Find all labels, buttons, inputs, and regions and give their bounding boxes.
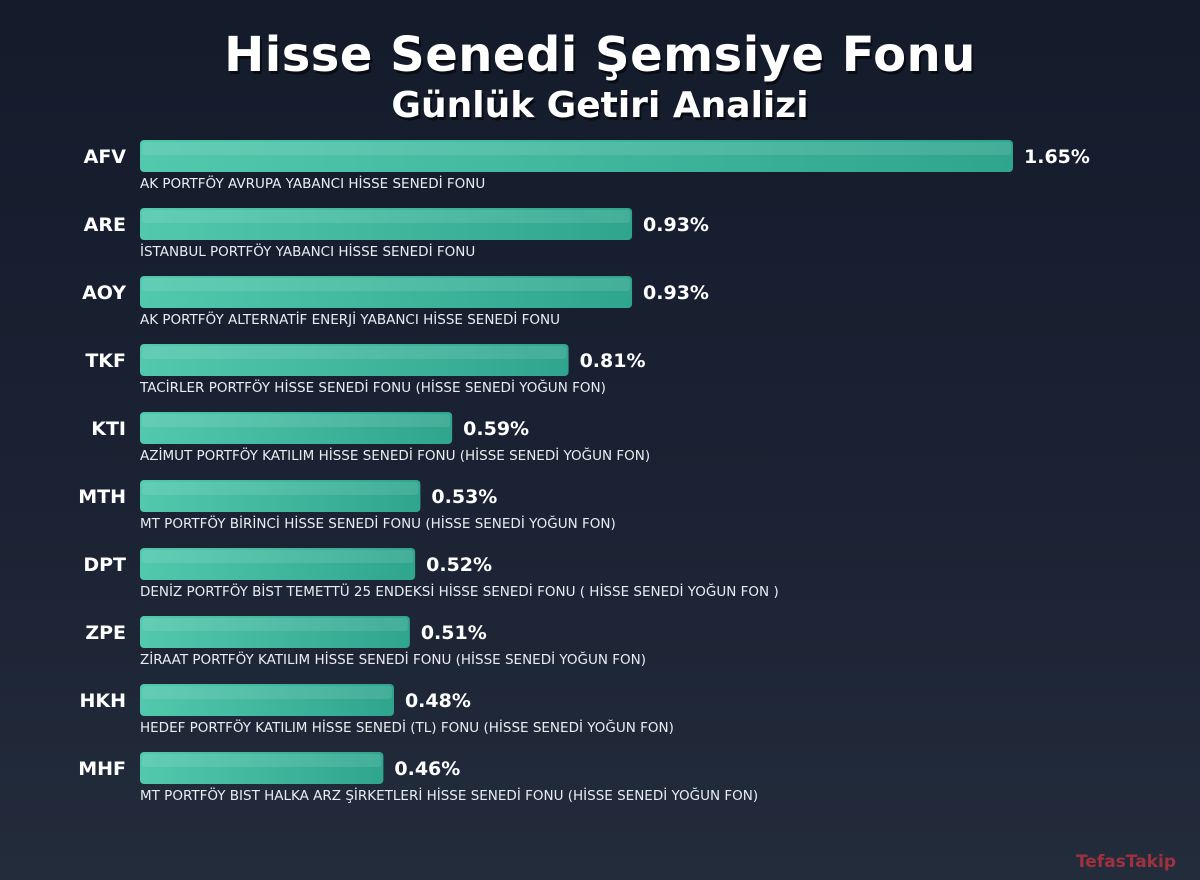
bar <box>140 684 394 716</box>
value-label: 0.46% <box>394 758 460 780</box>
fund-name-label: TACİRLER PORTFÖY HİSSE SENEDİ FONU (HİSS… <box>139 378 606 396</box>
bar-row-hkh: HKH 0.48% HEDEF PORTFÖY KATILIM HİSSE SENE… <box>79 684 674 736</box>
fund-name-label: İSTANBUL PORTFÖY YABANCI HİSSE SENEDİ FO… <box>140 242 475 260</box>
fund-name-label: ZİRAAT PORTFÖY KATILIM HİSSE SENEDİ FONU… <box>140 650 646 668</box>
bar-row-dpt: DPT 0.52% DENİZ PORTFÖY BİST TEMETTÜ 25 EN… <box>83 548 779 600</box>
bars-group: AFV 1.65% AK PORTFÖY AVRUPA YABANCI HİSSE … <box>78 140 1090 804</box>
bar-highlight <box>142 686 392 699</box>
value-label: 0.48% <box>405 690 471 712</box>
bar-row-tkf: TKF 0.81% TACİRLER PORTFÖY HİSSE SENEDİ FO… <box>85 344 645 396</box>
bar <box>140 344 569 376</box>
value-label: 0.51% <box>421 622 487 644</box>
bar-highlight <box>142 414 451 427</box>
bar-row-aoy: AOY 0.93% AK PORTFÖY ALTERNATİF ENERJİ YAB… <box>82 276 709 328</box>
bar-highlight <box>142 210 631 223</box>
category-label: ARE <box>84 214 126 236</box>
value-label: 1.65% <box>1024 146 1090 168</box>
category-label: AFV <box>84 146 127 168</box>
bar-highlight <box>142 550 414 563</box>
bar <box>140 480 421 512</box>
category-label: MTH <box>78 486 126 508</box>
chart-subtitle: Günlük Getiri Analizi <box>391 85 809 126</box>
value-label: 0.53% <box>431 486 497 508</box>
value-label: 0.59% <box>463 418 529 440</box>
bar-highlight <box>142 346 567 359</box>
bar-highlight <box>142 618 408 631</box>
bar-highlight <box>142 754 382 767</box>
category-label: TKF <box>85 350 126 372</box>
chart-title: Hisse Senedi Şemsiye Fonu <box>224 27 976 83</box>
category-label: AOY <box>82 282 126 304</box>
bar-row-kti: KTI 0.59% AZİMUT PORTFÖY KATILIM HİSSE SEN… <box>91 412 650 464</box>
fund-name-label: MT PORTFÖY BİRİNCİ HİSSE SENEDİ FONU (Hİ… <box>140 514 616 532</box>
fund-name-label: DENİZ PORTFÖY BİST TEMETTÜ 25 ENDEKSİ Hİ… <box>140 582 779 600</box>
bar <box>140 616 410 648</box>
bar-row-mhf: MHF 0.46% MT PORTFÖY BIST HALKA ARZ ŞİRKET… <box>78 752 758 804</box>
category-label: DPT <box>83 554 126 576</box>
bar-highlight <box>142 142 1011 155</box>
category-label: KTI <box>91 418 126 440</box>
category-label: HKH <box>79 690 126 712</box>
value-label: 0.93% <box>643 214 709 236</box>
bar-row-afv: AFV 1.65% AK PORTFÖY AVRUPA YABANCI HİSSE … <box>84 140 1090 192</box>
bar <box>140 412 453 444</box>
bar <box>140 140 1013 172</box>
fund-name-label: AK PORTFÖY ALTERNATİF ENERJİ YABANCI HİS… <box>140 310 560 328</box>
bar <box>140 276 633 308</box>
bar <box>140 208 633 240</box>
bar <box>140 752 384 784</box>
fund-name-label: MT PORTFÖY BIST HALKA ARZ ŞİRKETLERİ HİS… <box>140 786 758 804</box>
bar-row-zpe: ZPE 0.51% ZİRAAT PORTFÖY KATILIM HİSSE SEN… <box>85 616 646 668</box>
bar-highlight <box>142 278 631 291</box>
fund-name-label: AK PORTFÖY AVRUPA YABANCI HİSSE SENEDİ F… <box>140 174 485 192</box>
bar-row-mth: MTH 0.53% MT PORTFÖY BİRİNCİ HİSSE SENEDİ … <box>78 480 616 532</box>
category-label: ZPE <box>85 622 126 644</box>
watermark-logo: TefasTakip <box>1075 852 1176 872</box>
value-label: 0.52% <box>426 554 492 576</box>
bar-highlight <box>142 482 419 495</box>
category-label: MHF <box>78 758 126 780</box>
value-label: 0.93% <box>643 282 709 304</box>
title-block: Hisse Senedi Şemsiye Fonu Günlük Getiri … <box>0 26 1200 128</box>
fund-name-label: HEDEF PORTFÖY KATILIM HİSSE SENEDİ (TL) … <box>140 718 674 736</box>
bar <box>140 548 416 580</box>
fund-name-label: AZİMUT PORTFÖY KATILIM HİSSE SENEDİ FONU… <box>140 446 650 464</box>
value-label: 0.81% <box>580 350 646 372</box>
bar-row-are: ARE 0.93% İSTANBUL PORTFÖY YABANCI HİSSE S… <box>84 208 709 260</box>
